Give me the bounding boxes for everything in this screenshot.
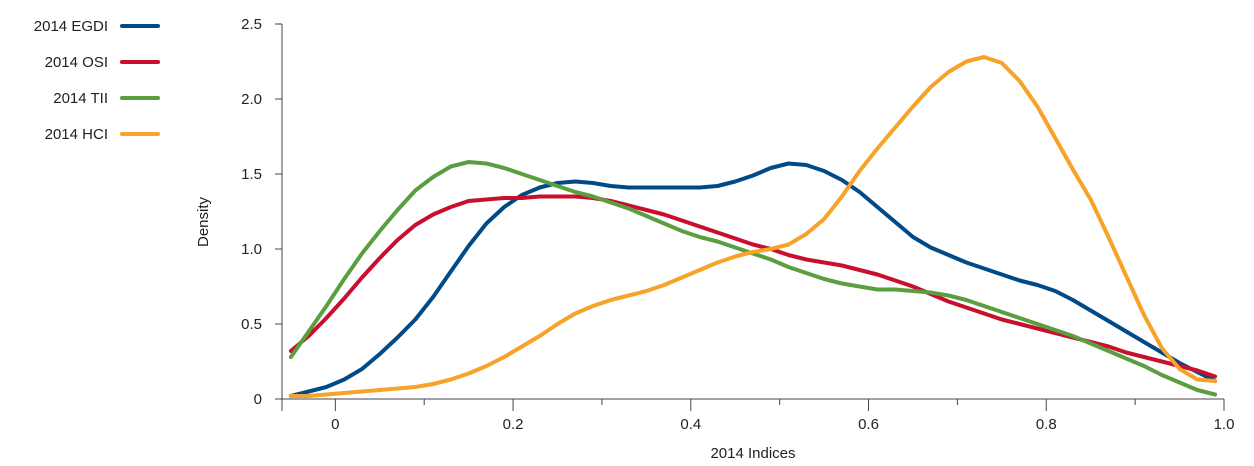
- y-tick-label: 2.5: [241, 16, 262, 33]
- series-line-2014-hci: [288, 55, 1218, 398]
- series-line-2014-osi: [288, 194, 1218, 379]
- x-tick-label: 0.8: [1036, 416, 1057, 433]
- y-axis-label: Density: [195, 196, 212, 247]
- axes: 0 0.5 1.0 1.5 2.0 2.5 0 0.2 0.4 0.6 0.8 1.0 2014 I…: [195, 16, 1234, 462]
- legend-label: 2014 EGDI: [34, 18, 108, 35]
- y-tick-label: 0.5: [241, 316, 262, 333]
- y-tick-label: 1.5: [241, 166, 262, 183]
- legend-label: 2014 OSI: [45, 54, 108, 71]
- legend: 2014 EGDI 2014 OSI 2014 TII 2014 HCI: [34, 18, 160, 143]
- series-line-2014-tii: [288, 160, 1218, 397]
- y-axis-ticks: 0 0.5 1.0 1.5 2.0 2.5: [241, 16, 282, 408]
- x-axis-label: 2014 Indices: [710, 445, 795, 462]
- y-tick-label: 0: [254, 391, 262, 408]
- y-tick-label: 2.0: [241, 91, 262, 108]
- x-axis-ticks: 0 0.2 0.4 0.6 0.8 1.0: [281, 399, 1235, 433]
- x-tick-label: 1.0: [1214, 416, 1235, 433]
- x-tick-label: 0.6: [858, 416, 879, 433]
- x-tick-label: 0.4: [680, 416, 701, 433]
- legend-label: 2014 HCI: [45, 126, 108, 143]
- x-tick-label: 0.2: [503, 416, 524, 433]
- y-tick-label: 1.0: [241, 241, 262, 258]
- series-line-2014-egdi: [288, 161, 1218, 398]
- legend-label: 2014 TII: [53, 90, 108, 107]
- series-lines: [288, 55, 1218, 398]
- x-tick-label: 0: [331, 416, 339, 433]
